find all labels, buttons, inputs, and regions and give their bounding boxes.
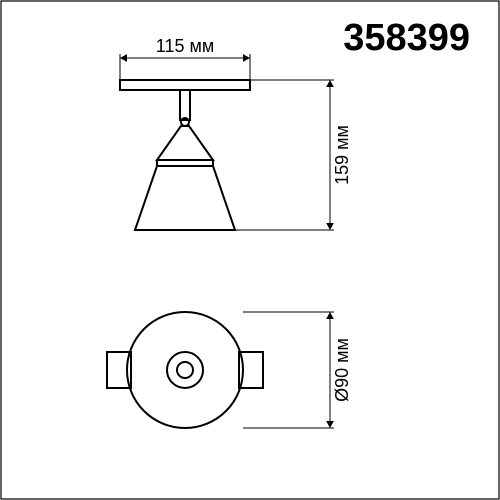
mounting-plate (120, 80, 250, 90)
dim-width-label: 115 мм (156, 36, 214, 56)
bottom-inner-circle (177, 362, 193, 378)
product-code: 358399 (343, 17, 470, 59)
dim-diameter-label: Ø90 мм (332, 338, 352, 402)
bottom-outer-circle (127, 312, 243, 428)
shade-cone (135, 166, 235, 230)
stem (180, 90, 190, 120)
upper-cone (157, 126, 213, 160)
dim-height-label: 159 мм (332, 125, 352, 185)
bottom-mid-circle (167, 352, 203, 388)
